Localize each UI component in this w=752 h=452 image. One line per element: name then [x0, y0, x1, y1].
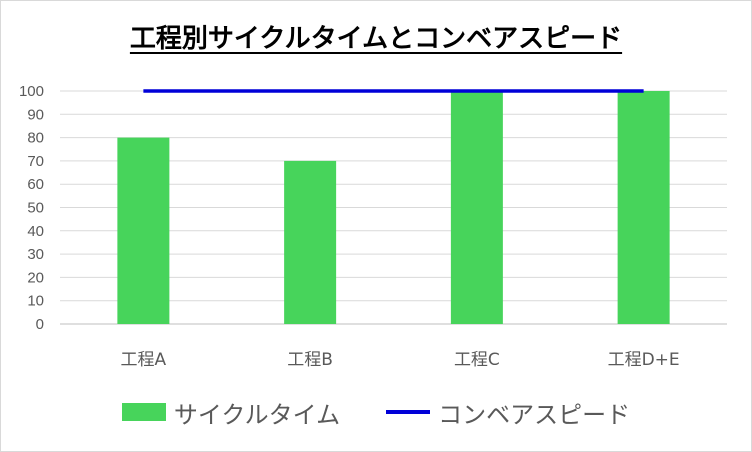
- category-label: 工程D+E: [608, 350, 680, 370]
- bar-3: [450, 91, 503, 324]
- legend-item-cycle-time: サイクルタイム: [121, 395, 341, 430]
- y-tick-label: 80: [27, 130, 44, 147]
- bars: [117, 91, 670, 324]
- y-tick-label: 20: [27, 269, 44, 286]
- legend-label-cycle-time: サイクルタイム: [173, 400, 341, 429]
- category-labels: 工程A 工程B 工程C 工程D+E: [121, 350, 680, 370]
- bar-4: [617, 91, 670, 324]
- legend-swatch-bar: [121, 403, 166, 421]
- chart-title-text: 工程別サイクルタイムとコンベアスピード: [129, 24, 623, 54]
- legend: サイクルタイム コンベアスピード: [0, 392, 752, 432]
- legend-label-conveyor-speed: コンベアスピード: [438, 400, 631, 429]
- bar-1: [117, 137, 170, 324]
- legend-swatch-line: [386, 410, 431, 414]
- y-tick-label: 100: [19, 83, 44, 100]
- y-tick-label: 60: [27, 176, 44, 193]
- category-label: 工程C: [454, 350, 500, 370]
- y-tick-label: 0: [36, 316, 44, 333]
- y-tick-label: 90: [27, 106, 44, 123]
- category-label: 工程A: [121, 350, 167, 370]
- y-tick-label: 30: [27, 246, 44, 263]
- y-tick-label: 70: [27, 153, 44, 170]
- y-tick-label: 40: [27, 223, 44, 240]
- legend-item-conveyor-speed: コンベアスピード: [386, 395, 630, 430]
- y-tick-labels: 0 10 20 30 40 50 60 70 80 90 100: [19, 83, 44, 333]
- y-tick-label: 10: [27, 293, 44, 310]
- category-label: 工程B: [287, 350, 333, 370]
- chart-title: 工程別サイクルタイムとコンベアスピード: [0, 18, 752, 55]
- bar-2: [284, 160, 337, 324]
- y-tick-label: 50: [27, 200, 44, 217]
